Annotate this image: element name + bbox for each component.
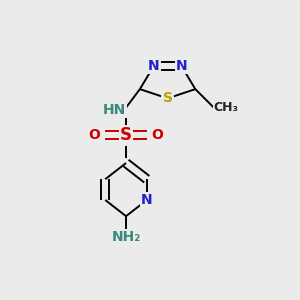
Text: O: O bbox=[89, 128, 100, 142]
Text: S: S bbox=[163, 92, 172, 105]
Text: N: N bbox=[141, 193, 153, 207]
Text: NH₂: NH₂ bbox=[111, 230, 141, 244]
Text: S: S bbox=[120, 126, 132, 144]
Text: O: O bbox=[152, 128, 163, 142]
Text: N: N bbox=[176, 59, 187, 73]
Text: HN: HN bbox=[103, 103, 126, 117]
Text: N: N bbox=[148, 59, 160, 73]
Text: CH₃: CH₃ bbox=[214, 101, 239, 114]
